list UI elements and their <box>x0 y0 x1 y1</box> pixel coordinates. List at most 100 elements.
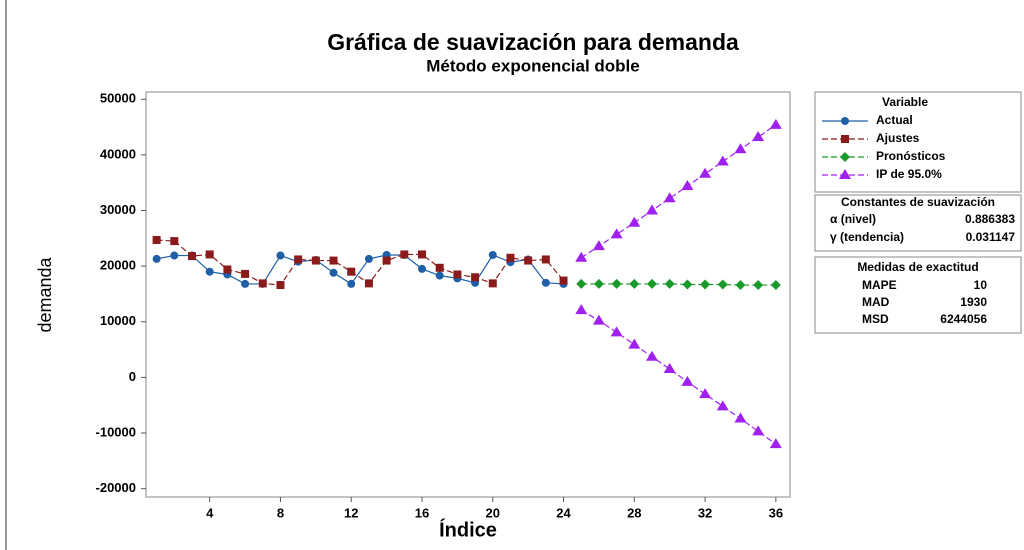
series-marker <box>769 438 782 449</box>
series-marker <box>311 256 320 265</box>
y-tick-label: -10000 <box>96 424 136 439</box>
series-marker <box>681 180 694 191</box>
chart-title: Gráfica de suavización para demanda <box>327 29 739 55</box>
series-marker <box>435 263 444 272</box>
y-tick-label: 50000 <box>100 91 136 106</box>
y-tick-label: 40000 <box>100 146 136 161</box>
series-marker <box>205 267 214 276</box>
series-marker <box>593 278 604 289</box>
x-tick-label: 12 <box>344 505 358 520</box>
accuracy-title: Medidas de exactitud <box>857 260 978 274</box>
series-marker <box>753 280 764 291</box>
legend-box <box>814 91 1022 193</box>
constant-name: γ (tendencia) <box>830 230 904 244</box>
constant-name: α (nivel) <box>830 212 876 226</box>
series-marker <box>610 228 623 239</box>
accuracy-name: MAD <box>862 295 890 309</box>
series-marker <box>646 204 658 215</box>
series-marker <box>752 131 765 142</box>
y-tick-label: 20000 <box>100 258 136 273</box>
series-marker <box>152 235 161 244</box>
series-line <box>156 239 564 286</box>
series-marker <box>347 279 356 288</box>
accuracy-name: MSD <box>862 312 889 326</box>
series-marker <box>699 167 712 178</box>
series-marker <box>506 253 515 262</box>
series-marker <box>453 270 462 279</box>
legend-marker <box>841 117 849 125</box>
series-marker <box>610 326 623 337</box>
series-marker <box>770 280 781 291</box>
series-marker <box>382 256 391 265</box>
accuracy-box <box>814 256 1022 334</box>
constant-value: 0.031147 <box>966 230 1016 244</box>
legend-label: Ajustes <box>876 131 920 145</box>
series-marker <box>524 256 533 265</box>
series-marker <box>628 338 641 349</box>
series-marker <box>223 265 232 274</box>
series-marker <box>629 278 640 289</box>
series-marker <box>682 279 693 290</box>
constant-value: 0.886383 <box>965 212 1015 226</box>
series-marker <box>276 281 285 290</box>
x-tick-label: 20 <box>486 505 500 520</box>
constants-box <box>814 194 1022 252</box>
series-marker <box>681 375 694 386</box>
legend-label: Actual <box>876 113 913 127</box>
accuracy-value: 1930 <box>960 295 987 309</box>
y-tick-label: 10000 <box>100 313 136 328</box>
x-tick-label: 8 <box>277 505 284 520</box>
series-marker <box>592 240 605 251</box>
series-marker <box>294 255 303 264</box>
legend-marker <box>839 169 851 179</box>
legend-title: Variable <box>882 95 928 109</box>
series-marker <box>752 425 765 436</box>
series-marker <box>170 251 179 260</box>
x-axis-label: Índice <box>439 518 497 541</box>
y-tick-label: 30000 <box>100 202 136 217</box>
series-marker <box>717 279 728 290</box>
series-marker <box>488 279 497 288</box>
series-marker <box>769 118 782 129</box>
legend-label: Pronósticos <box>876 149 946 163</box>
series-marker <box>735 280 746 291</box>
accuracy-name: MAPE <box>862 278 897 292</box>
series-marker <box>576 278 587 289</box>
series-marker <box>663 192 676 203</box>
series-line <box>580 124 777 259</box>
series-marker <box>418 264 426 273</box>
series-marker <box>435 271 444 280</box>
legend-marker <box>840 152 850 162</box>
series-marker <box>418 250 426 259</box>
series-marker <box>347 267 356 276</box>
series-marker <box>611 278 622 289</box>
legend-label: IP de 95.0% <box>876 167 942 181</box>
series-line <box>581 283 776 286</box>
series-marker <box>170 237 179 246</box>
constants-title: Constantes de suavización <box>841 195 995 209</box>
series-marker <box>488 251 497 260</box>
y-axis-label: demanda <box>35 256 55 332</box>
series-marker <box>364 279 373 288</box>
series-marker <box>541 255 550 264</box>
series-marker <box>575 251 588 262</box>
y-tick-label: -20000 <box>96 480 136 495</box>
series-marker <box>188 252 196 261</box>
x-tick-label: 28 <box>627 505 641 520</box>
series-marker <box>559 276 568 285</box>
y-tick-label: 0 <box>129 369 136 384</box>
series-marker <box>646 350 658 361</box>
series-marker <box>575 304 588 315</box>
series-marker <box>364 254 373 263</box>
series-marker <box>471 273 480 282</box>
series-marker <box>647 278 657 289</box>
x-tick-label: 32 <box>698 505 712 520</box>
x-tick-label: 16 <box>415 505 429 520</box>
legend-marker <box>841 135 849 143</box>
series-marker <box>329 268 338 277</box>
series-marker <box>628 216 641 227</box>
series-marker <box>699 388 712 399</box>
series-marker <box>716 400 729 411</box>
series-marker <box>716 155 729 166</box>
